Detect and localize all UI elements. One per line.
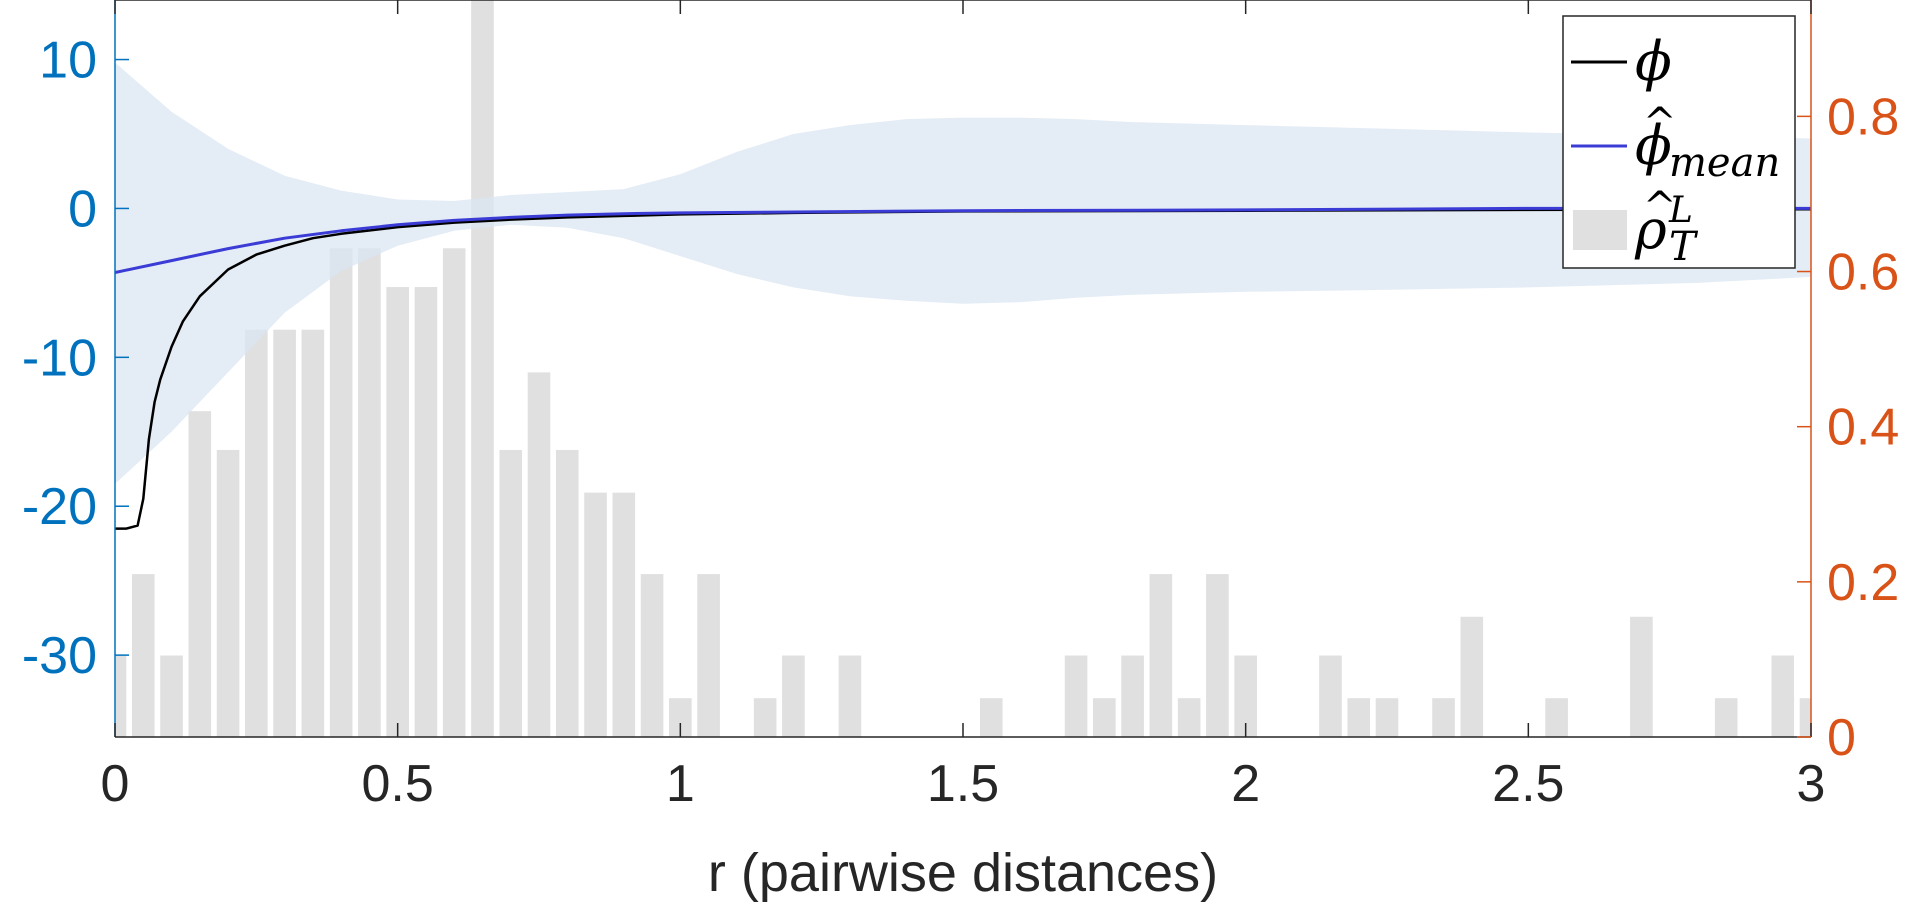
histogram-bar	[160, 655, 183, 737]
histogram-bar	[1347, 698, 1371, 737]
histogram-bar	[131, 574, 155, 737]
histogram-bar	[1319, 655, 1342, 737]
histogram-bar	[1799, 698, 1811, 737]
x-tick-label: 2	[1231, 755, 1260, 813]
legend-hat: ^	[1643, 100, 1677, 146]
histogram-bar	[1093, 698, 1116, 737]
histogram-bar	[612, 492, 636, 737]
histogram-bar	[216, 449, 240, 737]
legend-superscript: L	[1668, 190, 1693, 231]
legend-swatch	[1573, 210, 1627, 250]
histogram-bar	[188, 411, 212, 737]
legend-entry-phi_mean[interactable]: ϕ^mean	[1571, 100, 1780, 186]
histogram-bar	[782, 655, 805, 737]
legend-label: ϕ	[1635, 30, 1672, 93]
histogram-bar	[1177, 698, 1201, 737]
y-left-tick-label: -10	[22, 329, 97, 387]
histogram-bar	[1206, 574, 1229, 737]
histogram-bar	[301, 329, 325, 737]
x-tick-label: 2.5	[1492, 755, 1564, 813]
histogram-bar	[527, 372, 551, 737]
histogram-bar	[358, 248, 381, 737]
legend-label: ϕ	[1635, 114, 1672, 177]
histogram-bars	[115, 0, 1811, 737]
y-left-tick-label: -20	[22, 478, 97, 536]
histogram-bar	[1630, 616, 1653, 737]
histogram-bar	[1714, 698, 1738, 737]
y-left-tick-label: -30	[22, 627, 97, 685]
legend-hat: ^	[1643, 184, 1677, 230]
histogram-bar	[753, 698, 777, 737]
y-right-tick-label: 0	[1827, 709, 1856, 767]
histogram-bar	[329, 248, 353, 737]
histogram-bar	[386, 287, 409, 737]
legend-entry-histogram[interactable]: ρ^TL	[1573, 184, 1699, 270]
series-line-phi_mean	[115, 206, 1811, 274]
x-tick-label: 1	[666, 755, 695, 813]
confidence-band	[115, 62, 1811, 484]
legend-subscript: mean	[1669, 140, 1780, 186]
y-right-tick-label: 0.8	[1827, 88, 1899, 146]
histogram-bar	[414, 287, 438, 737]
x-tick-label: 0.5	[362, 755, 434, 813]
x-axis-label: r (pairwise distances)	[708, 843, 1218, 903]
histogram-bar	[115, 655, 127, 737]
histogram-bar	[471, 0, 494, 737]
histogram-bar	[1545, 698, 1568, 737]
axes: 0 0.5 1 1.5 2 2.5 3 10 0 -10 -20 -30 0.8 0.6 0.4 0.2 0	[22, 0, 1899, 813]
uncertainty-band	[115, 62, 1811, 484]
histogram-bar	[1234, 655, 1257, 737]
histogram-bar	[1149, 574, 1173, 737]
x-tick-label: 0	[101, 755, 130, 813]
y-left-tick-label: 10	[39, 32, 97, 90]
legend-subscript: T	[1669, 224, 1699, 270]
histogram-bar	[555, 449, 579, 737]
histogram-bar	[245, 329, 268, 737]
histogram-bar	[442, 248, 466, 737]
histogram-bar	[1460, 616, 1484, 737]
histogram-bar	[1064, 655, 1088, 737]
histogram-bar	[1375, 698, 1399, 737]
histogram-bar	[1771, 655, 1795, 737]
legend-entry-phi[interactable]: ϕ	[1571, 30, 1672, 93]
histogram-bar	[838, 655, 862, 737]
x-tick-label: 3	[1797, 755, 1826, 813]
histogram-bar	[669, 698, 692, 737]
histogram-bar	[697, 574, 720, 737]
y-right-tick-label: 0.6	[1827, 244, 1899, 302]
y-right-tick-label: 0.4	[1827, 399, 1899, 457]
legend-label: ρ	[1634, 198, 1667, 261]
histogram-bar	[979, 698, 1003, 737]
series-lines	[115, 206, 1811, 530]
histogram-bar	[499, 449, 523, 737]
histogram-bar	[640, 574, 664, 737]
histogram-bar	[1121, 655, 1144, 737]
y-left-tick-label: 0	[68, 180, 97, 238]
x-tick-label: 1.5	[927, 755, 999, 813]
histogram-bar	[584, 492, 607, 737]
histogram-bar	[273, 329, 296, 737]
histogram-bar	[1432, 698, 1455, 737]
y-right-tick-label: 0.2	[1827, 554, 1899, 612]
